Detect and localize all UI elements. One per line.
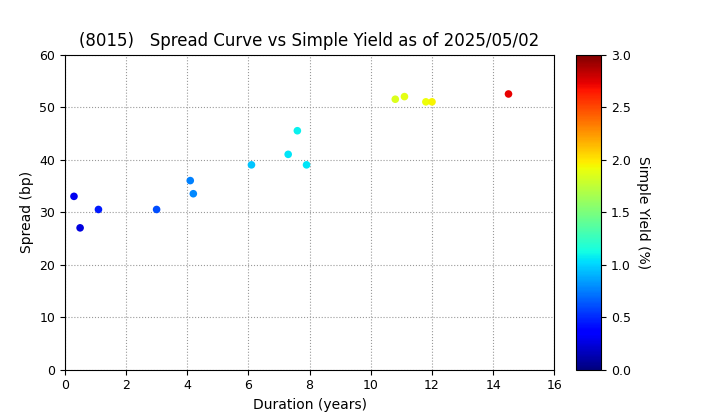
Point [399,93,410,100]
Point [246,161,257,168]
Point [282,151,294,158]
Point [68,193,80,199]
Point [390,96,401,102]
Point [187,190,199,197]
Point [93,206,104,213]
Point [301,161,312,168]
Title: (8015)   Spread Curve vs Simple Yield as of 2025/05/02: (8015) Spread Curve vs Simple Yield as o… [79,32,540,50]
Point [74,224,86,231]
Point [426,98,438,105]
Point [503,91,514,97]
Y-axis label: Simple Yield (%): Simple Yield (%) [636,155,650,269]
Y-axis label: Spread (bp): Spread (bp) [19,171,34,253]
Point [420,98,432,105]
Point [292,127,303,134]
X-axis label: Duration (years): Duration (years) [253,398,366,412]
Point [184,177,196,184]
Point [151,206,163,213]
